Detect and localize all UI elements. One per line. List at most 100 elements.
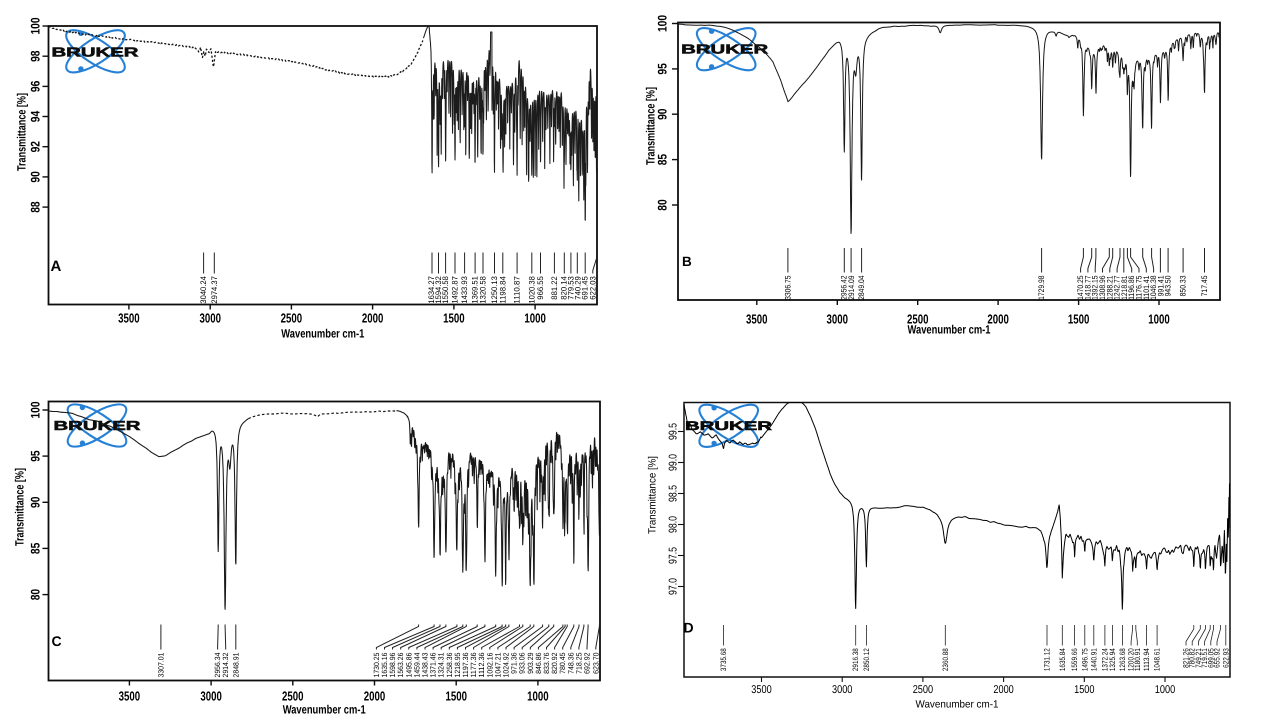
svg-text:1242.77: 1242.77	[1113, 275, 1122, 300]
svg-text:1048.61: 1048.61	[1153, 648, 1162, 671]
svg-text:80: 80	[28, 589, 42, 600]
svg-text:1288.21: 1288.21	[1105, 275, 1114, 300]
svg-text:3307.01: 3307.01	[156, 653, 165, 678]
svg-text:1250.13: 1250.13	[490, 276, 499, 304]
svg-text:1500: 1500	[445, 689, 467, 704]
svg-text:96: 96	[28, 81, 42, 92]
svg-text:1392.15: 1392.15	[1091, 275, 1100, 300]
svg-text:1000: 1000	[1155, 684, 1175, 696]
svg-text:90: 90	[656, 108, 670, 119]
svg-text:Transmittance [%]: Transmittance [%]	[15, 93, 29, 171]
svg-text:B: B	[682, 254, 692, 269]
svg-text:820.14: 820.14	[559, 276, 568, 300]
svg-text:85: 85	[28, 543, 42, 554]
svg-text:1180.91: 1180.91	[1133, 648, 1142, 671]
svg-text:1729.98: 1729.98	[1037, 275, 1046, 300]
svg-text:1459.44: 1459.44	[412, 653, 421, 678]
svg-text:97.5: 97.5	[667, 547, 679, 564]
svg-text:90: 90	[28, 497, 42, 508]
svg-text:717.45: 717.45	[1200, 275, 1209, 296]
svg-text:1635.16: 1635.16	[380, 653, 389, 678]
svg-text:1325.94: 1325.94	[1108, 648, 1117, 671]
svg-text:1000: 1000	[527, 689, 549, 704]
svg-text:2914.32: 2914.32	[221, 653, 230, 678]
svg-text:780.45: 780.45	[558, 653, 567, 674]
svg-text:1496.75: 1496.75	[1080, 648, 1089, 671]
svg-text:2850.12: 2850.12	[862, 648, 871, 671]
svg-text:1176.75: 1176.75	[1135, 275, 1144, 300]
svg-text:2500: 2500	[282, 689, 304, 704]
svg-text:98.0: 98.0	[667, 516, 679, 533]
svg-text:2849.04: 2849.04	[857, 275, 866, 300]
svg-text:Wavenumber cm-1: Wavenumber cm-1	[916, 699, 999, 711]
svg-text:95: 95	[28, 450, 42, 461]
svg-text:1047.21: 1047.21	[493, 653, 502, 678]
svg-text:88: 88	[28, 201, 42, 212]
svg-text:Wavenumber cm-1: Wavenumber cm-1	[283, 703, 366, 717]
svg-text:3500: 3500	[119, 689, 141, 704]
svg-text:1563.26: 1563.26	[396, 653, 405, 678]
svg-text:2500: 2500	[913, 684, 933, 696]
svg-text:1594.32: 1594.32	[434, 276, 443, 304]
svg-text:1418.77: 1418.77	[1083, 275, 1092, 300]
svg-text:1500: 1500	[1074, 684, 1094, 696]
svg-text:1731.12: 1731.12	[1043, 648, 1052, 671]
svg-text:1046.38: 1046.38	[1149, 275, 1158, 300]
svg-text:3000: 3000	[199, 310, 221, 325]
svg-text:100: 100	[28, 401, 42, 418]
svg-text:1433.93: 1433.93	[460, 276, 469, 304]
svg-text:1438.43: 1438.43	[421, 653, 430, 678]
svg-text:966.55: 966.55	[536, 276, 545, 300]
svg-text:1500: 1500	[443, 310, 465, 325]
svg-text:98.5: 98.5	[667, 485, 679, 502]
svg-text:3040.24: 3040.24	[199, 276, 208, 304]
svg-text:95: 95	[656, 63, 670, 74]
svg-text:C: C	[52, 633, 62, 649]
svg-text:1198.84: 1198.84	[498, 276, 507, 304]
svg-text:Wavenumber cm-1: Wavenumber cm-1	[908, 323, 991, 337]
svg-text:622.03: 622.03	[588, 276, 597, 300]
svg-text:3500: 3500	[746, 312, 768, 327]
svg-text:1634.27: 1634.27	[427, 276, 436, 304]
svg-text:2000: 2000	[987, 312, 1009, 327]
svg-text:1218.81: 1218.81	[1120, 275, 1129, 300]
svg-text:99.0: 99.0	[667, 454, 679, 471]
svg-text:1092.16: 1092.16	[485, 653, 494, 678]
svg-text:2916.38: 2916.38	[851, 648, 860, 671]
svg-text:94: 94	[28, 111, 42, 122]
svg-text:90: 90	[28, 171, 42, 182]
svg-text:1024.92: 1024.92	[502, 653, 511, 678]
svg-text:2360.88: 2360.88	[941, 648, 950, 671]
svg-text:BRUKER: BRUKER	[685, 419, 772, 433]
svg-text:Transmittance [%]: Transmittance [%]	[647, 456, 659, 534]
svg-text:3735.68: 3735.68	[719, 648, 728, 671]
svg-text:D: D	[684, 619, 694, 635]
svg-text:1197.36: 1197.36	[461, 653, 470, 678]
svg-text:821.26: 821.26	[1182, 648, 1191, 668]
svg-text:718.25: 718.25	[574, 653, 583, 674]
svg-text:3306.75: 3306.75	[783, 275, 792, 300]
svg-text:943.50: 943.50	[1164, 275, 1173, 296]
svg-text:Transmittance [%]: Transmittance [%]	[644, 87, 658, 165]
svg-text:1371.46: 1371.46	[429, 653, 438, 678]
svg-text:99.5: 99.5	[667, 423, 679, 440]
svg-text:850.33: 850.33	[1179, 275, 1188, 296]
svg-text:1101.41: 1101.41	[1142, 275, 1151, 300]
svg-text:2500: 2500	[281, 310, 303, 325]
svg-text:1020.38: 1020.38	[527, 276, 536, 304]
svg-text:1177.36: 1177.36	[469, 653, 478, 678]
svg-text:BRUKER: BRUKER	[681, 42, 769, 57]
svg-text:80: 80	[656, 199, 670, 210]
svg-text:3500: 3500	[751, 684, 771, 696]
svg-text:1000: 1000	[524, 310, 546, 325]
svg-text:100: 100	[656, 15, 670, 32]
svg-text:1730.25: 1730.25	[372, 653, 381, 678]
svg-text:749.21: 749.21	[1194, 648, 1203, 668]
svg-text:1000: 1000	[1148, 312, 1170, 327]
svg-text:2974.37: 2974.37	[210, 276, 219, 304]
svg-text:2848.91: 2848.91	[231, 653, 240, 678]
svg-text:BRUKER: BRUKER	[52, 45, 140, 60]
svg-text:3000: 3000	[827, 312, 849, 327]
svg-text:820.92: 820.92	[550, 653, 559, 674]
svg-text:1113.94: 1113.94	[1142, 648, 1151, 671]
